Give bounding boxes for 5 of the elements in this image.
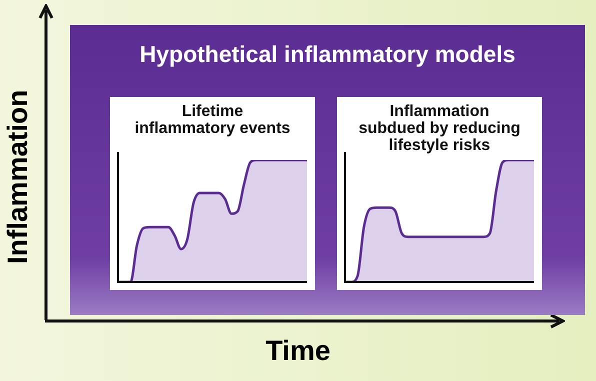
chart-title: Inflammation subdued by reducing lifestyle risks: [358, 103, 522, 154]
text: Time: [264, 335, 332, 367]
text: Hypothetical inflammatory models: [138, 41, 516, 68]
text: Inflammation: [2, 90, 34, 264]
chart-title: Lifetime inflammatory events: [134, 103, 292, 137]
